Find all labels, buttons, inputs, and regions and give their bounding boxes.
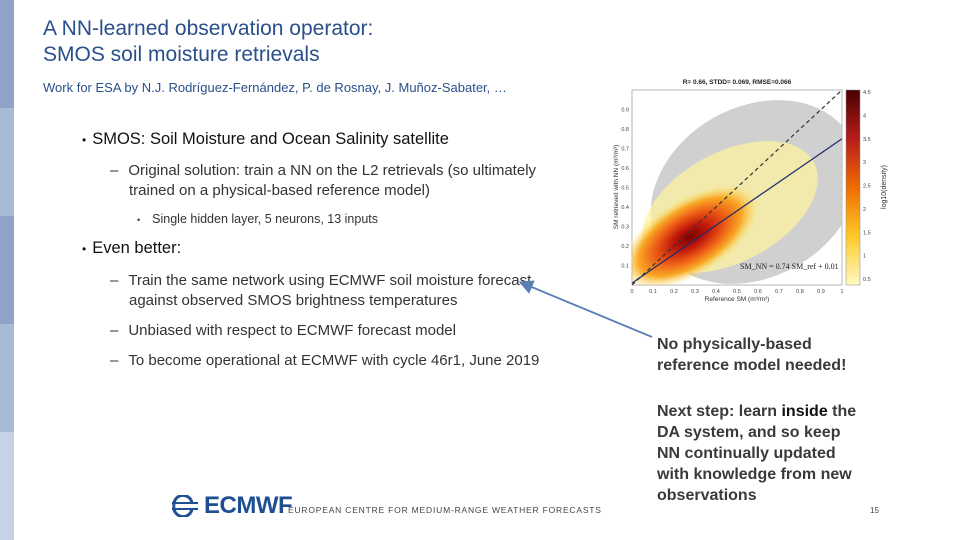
footer-text: EUROPEAN CENTRE FOR MEDIUM-RANGE WEATHER… (288, 505, 602, 515)
arrow-line (518, 280, 653, 338)
x-tick-label: 0 (630, 289, 633, 295)
sub-bullet-unbiased: – Unbiased with respect to ECMWF forecast… (110, 321, 456, 341)
bullet-text: Train the same network using ECMWF soil … (128, 272, 532, 289)
colorbar-tick-label: 3 (863, 160, 866, 166)
note-line: NN continually updated (657, 445, 836, 462)
y-tick-label: 0.5 (621, 186, 629, 192)
colorbar-tick-label: 3.5 (863, 137, 871, 143)
x-tick-label: 0.8 (796, 289, 804, 295)
sub-bullet-original: – Original solution: train a NN on the L2… (110, 161, 536, 181)
note-line: No physically-based (657, 336, 812, 353)
x-tick-label: 0.1 (649, 289, 657, 295)
dash-glyph: – (110, 322, 119, 339)
bullet-text: To become operational at ECMWF with cycl… (128, 352, 540, 369)
x-tick-labels: 0 0.1 0.2 0.3 0.4 0.5 0.6 0.7 0.8 0.9 1 (630, 289, 843, 295)
chart-title: R= 0.66, STDD= 0.069, RMSE=0.066 (683, 79, 792, 86)
note-no-physical-model: No physically-based reference model need… (657, 334, 846, 376)
fit-equation: SM_NN = 0.74 SM_ref + 0.01 (740, 262, 839, 271)
y-tick-labels: 0.1 0.2 0.3 0.4 0.5 0.6 0.7 0.8 0.9 (621, 108, 629, 270)
logo-text: ECMWF (204, 492, 293, 519)
note-next-step: Next step: learn inside the DA system, a… (657, 401, 856, 506)
x-axis-label: Reference SM (m³/m³) (705, 296, 770, 303)
dash-glyph: – (110, 162, 119, 179)
x-tick-label: 0.7 (775, 289, 783, 295)
identity-line (632, 90, 842, 285)
x-tick-label: 0.2 (670, 289, 678, 295)
fit-line (632, 138, 842, 284)
sub-bullet-original-cont: trained on a physical-based reference mo… (129, 182, 431, 199)
sub-bullet-train: – Train the same network using ECMWF soil… (110, 271, 531, 291)
y-tick-label: 0.4 (621, 205, 629, 211)
bullet-text: Original solution: train a NN on the L2 … (128, 162, 537, 179)
colorbar (845, 89, 861, 286)
slide-subtitle: Work for ESA by N.J. Rodríguez-Fernández… (43, 80, 507, 95)
y-axis-label: SM retrieved with NN (m³/m³) (613, 145, 620, 230)
colorbar-label: log10(density) (881, 165, 888, 209)
sidebar-stripe (0, 324, 14, 432)
title-line: A NN-learned observation operator: (43, 17, 374, 40)
bullet-glyph: • (137, 215, 141, 225)
colorbar-tick-label: 4.5 (863, 90, 871, 96)
note-line: reference model needed! (657, 357, 847, 374)
ecmwf-logo-icon (172, 495, 198, 517)
sidebar-stripe (0, 216, 14, 324)
sidebar-stripe (0, 432, 14, 540)
note-line: DA system, and so keep (657, 424, 841, 441)
y-tick-label: 0.7 (621, 147, 629, 153)
sub-sub-bullet-hidden-layer: • Single hidden layer, 5 neurons, 13 inpu… (137, 209, 378, 230)
page-number: 15 (870, 506, 879, 515)
note-text: the (827, 403, 857, 420)
plot-area (632, 90, 842, 285)
colorbar-tick-label: 0.5 (863, 277, 871, 283)
x-tick-label: 0.5 (733, 289, 741, 295)
colorbar-tick-label: 1 (863, 254, 866, 260)
title-line: SMOS soil moisture retrievals (43, 43, 320, 66)
x-tick-label: 0.4 (712, 289, 720, 295)
sidebar-stripe (0, 0, 14, 108)
y-tick-label: 0.3 (621, 225, 629, 231)
note-emphasis: inside (781, 403, 828, 420)
note-line: Next step: learn inside the (657, 401, 856, 422)
bullet-even-better: • Even better: (82, 238, 181, 259)
y-tick-label: 0.8 (621, 127, 629, 133)
bullet-text: Single hidden layer, 5 neurons, 13 input… (152, 212, 379, 226)
sidebar-stripes (0, 0, 14, 540)
colorbar-tick-labels: 4.5 4 3.5 3 2.5 2 1.5 1 0.5 (863, 90, 871, 283)
sub-bullet-operational: – To become operational at ECMWF with cyc… (110, 351, 539, 371)
bullet-text: Even better: (92, 239, 182, 257)
colorbar-tick-label: 2 (863, 207, 866, 213)
x-tick-label: 0.6 (754, 289, 762, 295)
y-tick-label: 0.2 (621, 244, 629, 250)
colorbar-tick-label: 4 (863, 113, 866, 119)
x-tick-label: 0.3 (691, 289, 699, 295)
sub-bullet-train-cont: against observed SMOS brightness tempera… (129, 292, 458, 309)
dash-glyph: – (110, 272, 119, 289)
sidebar-stripe (0, 108, 14, 216)
bullet-text: Unbiased with respect to ECMWF forecast … (128, 322, 456, 339)
y-tick-label: 0.9 (621, 108, 629, 114)
colorbar-tick-label: 1.5 (863, 230, 871, 236)
bullet-glyph: • (82, 242, 87, 256)
note-text: Next step: learn (657, 403, 782, 420)
dash-glyph: – (110, 352, 119, 369)
x-tick-label: 0.9 (817, 289, 825, 295)
bullet-glyph: • (82, 133, 87, 147)
y-tick-label: 0.6 (621, 166, 629, 172)
slide-title: A NN-learned observation operator: SMOS … (43, 16, 563, 68)
ecmwf-logo: ECMWF (170, 492, 293, 520)
y-tick-label: 0.1 (621, 264, 629, 270)
bullet-smos: • SMOS: Soil Moisture and Ocean Salinity … (82, 129, 449, 150)
bullet-text: SMOS: Soil Moisture and Ocean Salinity s… (92, 130, 449, 148)
note-line: observations (657, 487, 757, 504)
note-line: with knowledge from new (657, 466, 852, 483)
scatter-density-chart: R= 0.66, STDD= 0.069, RMSE=0.066 0 0.1 0.2… (613, 79, 888, 303)
colorbar-tick-label: 2.5 (863, 184, 871, 190)
x-tick-label: 1 (840, 289, 843, 295)
